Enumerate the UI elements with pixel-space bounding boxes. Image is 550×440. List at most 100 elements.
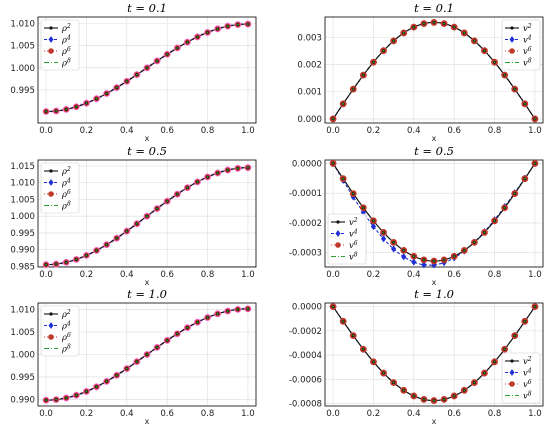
x-tick-label: 1.0 [528, 270, 542, 280]
series-8-marker [503, 348, 506, 351]
series-8-marker [433, 399, 435, 402]
series-8-marker [226, 169, 229, 171]
series-8-marker [65, 108, 68, 111]
panel-title: t = 0.5 [414, 144, 454, 158]
legend-item: ρ8 [44, 201, 71, 211]
series-8-marker [392, 39, 395, 42]
series-8-marker [216, 312, 219, 315]
series-8-marker [136, 360, 138, 363]
panel-title: t = 1.0 [414, 287, 454, 301]
series-8-marker [362, 74, 365, 77]
legend-marker [48, 36, 54, 43]
series-8-marker [412, 255, 415, 258]
series-8-marker [156, 60, 158, 62]
legend-marker [48, 334, 54, 340]
series-8-marker [423, 258, 425, 261]
y-tick-label: 1.010 [10, 20, 35, 30]
series-8-marker [493, 360, 496, 363]
legend-label: ρ8 [61, 201, 71, 211]
x-tick-label: 0.8 [201, 409, 215, 419]
series-8-marker [186, 186, 189, 189]
series-8-marker [352, 334, 355, 337]
series-8-marker [226, 310, 229, 312]
series-8-marker [513, 88, 516, 91]
series-8-marker [55, 398, 58, 401]
y-tick-label: 0.0000 [292, 303, 322, 313]
series-8-marker [382, 372, 385, 374]
series-8-marker [247, 166, 249, 169]
y-tick-label: 0.000 [297, 115, 322, 125]
series-8-marker [75, 394, 78, 397]
series-group [329, 18, 539, 123]
series-8-marker [342, 320, 345, 323]
x-axis-label: x [432, 134, 437, 143]
legend-label: v6 [523, 379, 532, 389]
legend-box [327, 213, 367, 265]
legend-item: ρ6 [44, 46, 71, 56]
series-8-marker [125, 80, 128, 83]
series-8-marker [146, 66, 148, 69]
legend-label: v8 [523, 391, 532, 401]
series-4-marker [380, 235, 387, 243]
series-8-marker [453, 395, 456, 397]
plot-frame [324, 16, 544, 124]
x-axis-label: x [432, 417, 437, 426]
series-8-marker [85, 390, 88, 393]
x-tick-label: 0.4 [120, 126, 134, 136]
series-8-marker [216, 27, 219, 30]
y-tick-label: 1.010 [10, 179, 35, 189]
x-tick-label: 0.6 [447, 409, 461, 419]
series-8-marker [332, 305, 334, 308]
series-8-marker [65, 397, 68, 399]
legend-marker [49, 26, 53, 30]
x-tick-label: 0.8 [488, 126, 502, 136]
series-8-marker [146, 353, 148, 356]
series-8-marker [352, 192, 355, 195]
legend-marker [336, 220, 340, 224]
x-tick-label: 0.4 [120, 270, 134, 280]
legend-label: v4 [523, 35, 532, 45]
series-8-marker [483, 372, 486, 374]
legend-label: v6 [349, 240, 358, 250]
series-8-marker [483, 231, 486, 234]
series-8-marker [534, 305, 536, 308]
x-axis-label: x [145, 278, 150, 287]
series-8-marker [95, 385, 98, 388]
legend-marker [509, 369, 515, 376]
legend-label: v8 [349, 252, 358, 262]
y-tick-label: 0.990 [10, 246, 35, 256]
panel-title: t = 0.1 [414, 1, 454, 15]
plot-frame [324, 302, 544, 407]
series-8-marker [186, 326, 189, 329]
legend-box [501, 352, 541, 404]
legend-item: ρ4 [44, 321, 71, 331]
series-8-marker [392, 241, 395, 244]
legend-label: ρ2 [61, 23, 71, 33]
legend-item: ρ2 [44, 309, 71, 319]
series-8-marker [55, 110, 58, 112]
series-group [329, 159, 539, 269]
series-8-marker [352, 88, 355, 91]
x-tick-label: 0.4 [120, 409, 134, 419]
series-8-marker [115, 237, 118, 240]
x-tick-label: 1.0 [241, 126, 255, 136]
x-axis-label: x [432, 278, 437, 287]
series-8-marker [196, 321, 199, 324]
series-8-marker [412, 395, 415, 397]
panel-3: t = 0.5 0.0 0.2 0.4 0.6 0.8 1.0 x 0.985 0.990 0.99… [10, 144, 257, 287]
legend-marker [49, 312, 53, 316]
series-8-marker [247, 307, 249, 310]
series-8-marker [176, 47, 179, 49]
legend-item: v8 [505, 58, 532, 68]
legend-label: ρ6 [61, 189, 71, 199]
legend-item: v2 [505, 23, 532, 33]
y-tick-label: 1.005 [10, 42, 35, 52]
series-8-marker [402, 32, 405, 34]
series-4-marker [401, 253, 407, 261]
legend-box [40, 162, 80, 214]
x-tick-label: 0.0 [326, 270, 340, 280]
x-tick-label: 0.8 [201, 270, 215, 280]
